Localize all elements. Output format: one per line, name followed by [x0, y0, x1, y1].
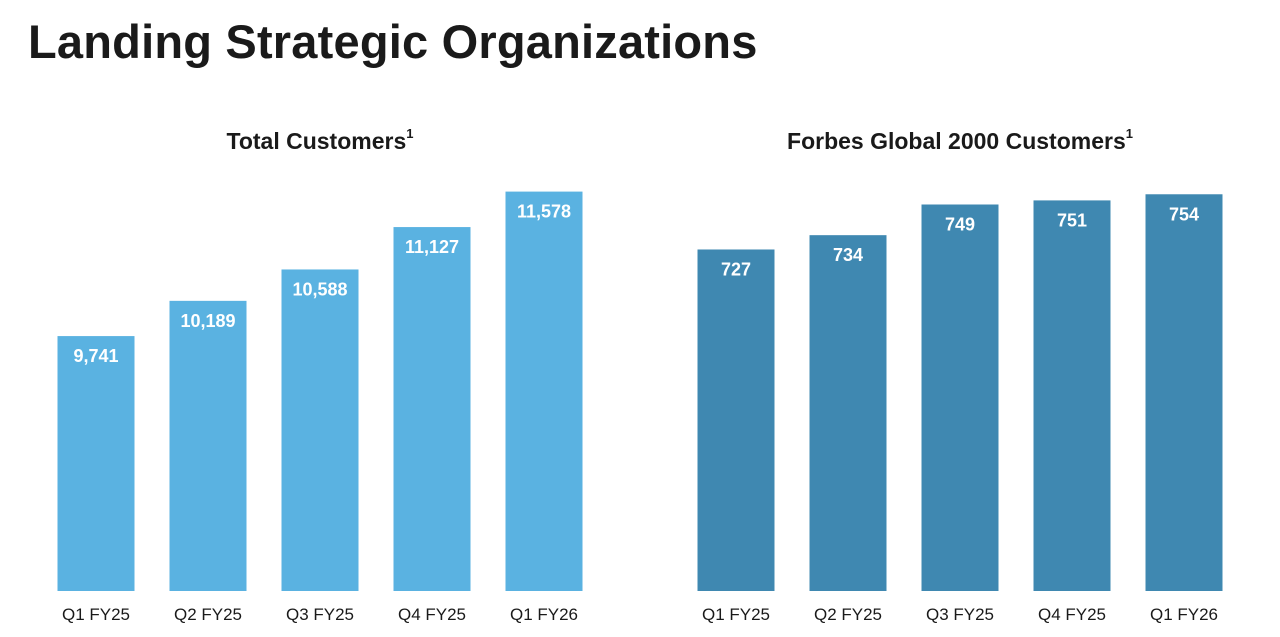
chart-title-footnote: 1 [1125, 126, 1133, 142]
bar [281, 269, 359, 591]
x-tick-label: Q3 FY25 [286, 605, 354, 624]
bar [57, 336, 135, 591]
total-customers-bars: 9,741 Q1 FY25 10,189 Q2 FY25 10,588 Q3 FY25 11… [57, 191, 583, 624]
chart-title-text: Forbes Global 2000 Customers [787, 128, 1126, 154]
forbes-global-2000-bars: 727 Q1 FY25 734 Q2 FY25 749 Q3 FY25 751 Q4 FY25… [697, 194, 1223, 624]
bar-value-label: 754 [1169, 204, 1199, 224]
x-tick-label: Q4 FY25 [398, 605, 466, 624]
bar-value-label: 751 [1057, 210, 1087, 230]
bar [505, 191, 583, 591]
bar-value-label: 749 [945, 214, 975, 234]
bar-value-label: 10,588 [292, 279, 347, 299]
total-customers-chart: Total Customers1 9,741 Q1 FY25 10,189 Q2 FY… [40, 120, 600, 630]
bar-value-label: 9,741 [73, 346, 118, 366]
bar [697, 249, 775, 592]
bar-value-label: 727 [721, 259, 751, 279]
x-tick-label: Q1 FY25 [62, 605, 130, 624]
x-tick-label: Q1 FY25 [702, 605, 770, 624]
x-tick-label: Q1 FY26 [510, 605, 578, 624]
page-title: Landing Strategic Organizations [28, 15, 758, 68]
bar [1033, 200, 1111, 591]
x-tick-label: Q2 FY25 [814, 605, 882, 624]
bar-value-label: 11,578 [517, 202, 571, 222]
x-tick-label: Q4 FY25 [1038, 605, 1106, 624]
x-tick-label: Q3 FY25 [926, 605, 994, 624]
chart-title-footnote: 1 [406, 126, 414, 142]
bar [809, 235, 887, 592]
bar [1145, 194, 1223, 591]
bar-value-label: 11,127 [405, 237, 459, 257]
chart-title: Total Customers1 [40, 126, 600, 155]
bar-value-label: 734 [833, 245, 863, 265]
forbes-global-2000-chart: Forbes Global 2000 Customers1 727 Q1 FY25… [680, 120, 1240, 630]
bar [393, 227, 471, 591]
chart-title: Forbes Global 2000 Customers1 [680, 126, 1240, 155]
bar [921, 204, 999, 591]
x-tick-label: Q1 FY26 [1150, 605, 1218, 624]
bar-value-label: 10,189 [180, 311, 235, 331]
bar [169, 300, 247, 591]
chart-title-text: Total Customers [226, 128, 407, 154]
x-tick-label: Q2 FY25 [174, 605, 242, 624]
